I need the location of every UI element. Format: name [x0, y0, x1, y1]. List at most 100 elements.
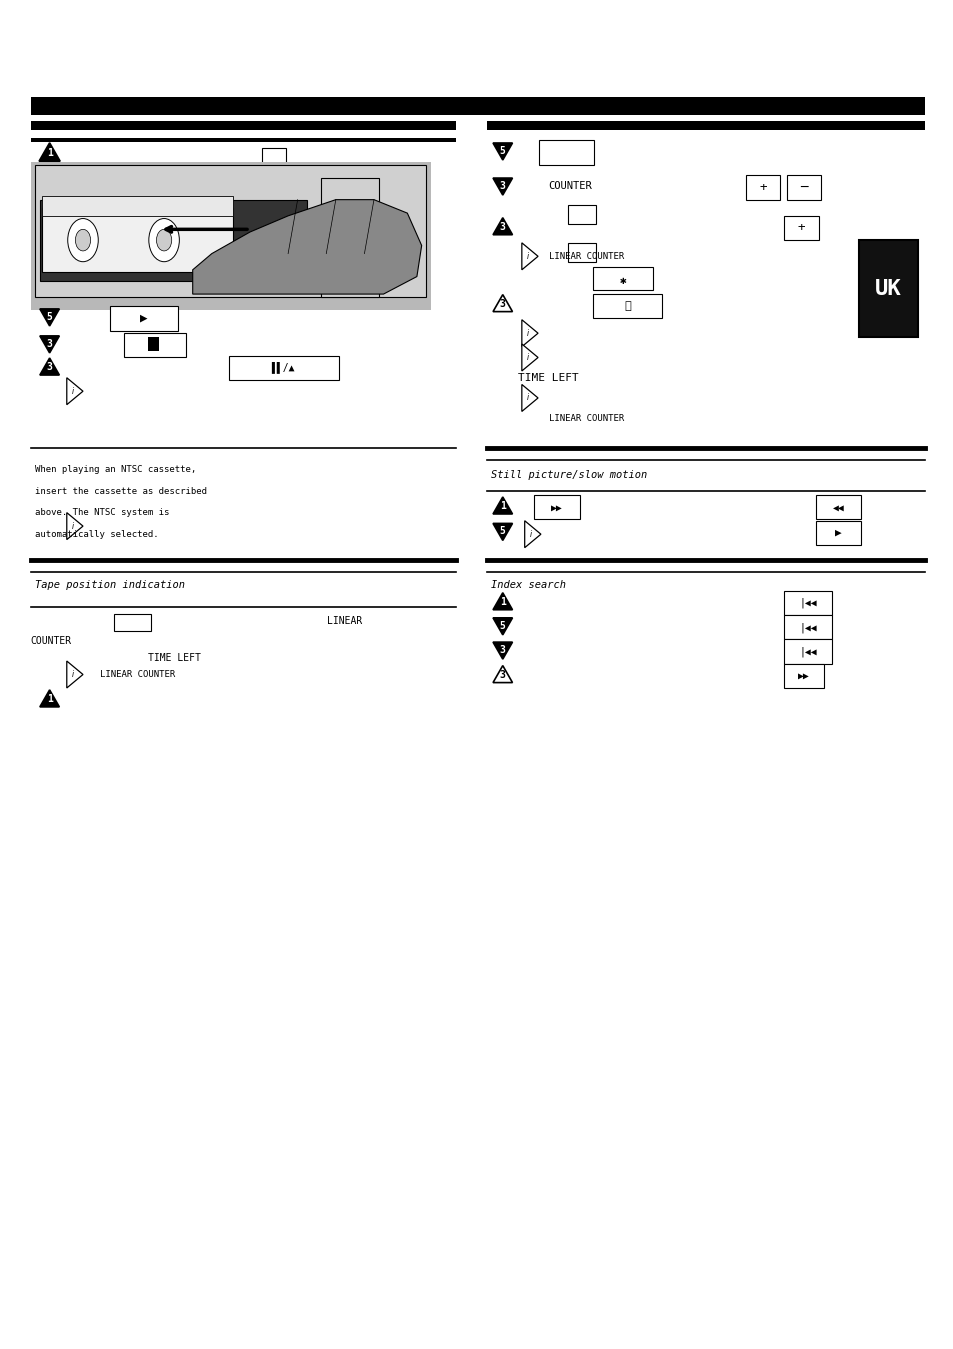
- Polygon shape: [493, 592, 512, 610]
- Text: Index search: Index search: [491, 580, 566, 591]
- Polygon shape: [67, 513, 83, 540]
- Text: i: i: [526, 329, 528, 337]
- Text: When playing an NTSC cassette,: When playing an NTSC cassette,: [35, 465, 196, 473]
- Text: 3: 3: [499, 299, 505, 309]
- Text: i: i: [526, 394, 528, 402]
- Polygon shape: [493, 294, 512, 312]
- Bar: [783, 664, 823, 688]
- Circle shape: [68, 219, 98, 262]
- Text: 1: 1: [499, 502, 505, 511]
- Bar: [124, 333, 186, 357]
- Polygon shape: [193, 200, 421, 294]
- Text: automatically selected.: automatically selected.: [35, 530, 159, 538]
- Bar: [30, 121, 456, 130]
- Text: insert the cassette as described: insert the cassette as described: [35, 487, 207, 495]
- Text: 5: 5: [499, 526, 505, 536]
- Text: i: i: [71, 522, 73, 530]
- Bar: [815, 521, 861, 545]
- Bar: [783, 216, 818, 240]
- Polygon shape: [39, 143, 60, 162]
- Text: 3: 3: [47, 363, 52, 372]
- Text: +: +: [759, 181, 766, 194]
- Text: ◀◀: ◀◀: [832, 502, 843, 513]
- Bar: [745, 175, 780, 200]
- Bar: [783, 639, 831, 664]
- Bar: [783, 591, 831, 615]
- Text: ▶: ▶: [834, 527, 841, 538]
- Bar: [114, 614, 151, 631]
- Text: 3: 3: [499, 645, 505, 654]
- Text: i: i: [71, 387, 73, 395]
- Bar: [35, 165, 426, 297]
- Text: |◀◀: |◀◀: [799, 646, 816, 657]
- Bar: [783, 615, 831, 639]
- Text: i: i: [526, 252, 528, 260]
- Text: 3: 3: [499, 181, 505, 190]
- Bar: [42, 208, 233, 272]
- Circle shape: [149, 219, 179, 262]
- Text: ᵠ: ᵠ: [623, 301, 631, 312]
- Polygon shape: [493, 642, 512, 660]
- Polygon shape: [40, 309, 59, 326]
- Bar: [534, 495, 579, 519]
- Text: 1: 1: [47, 695, 52, 704]
- Circle shape: [75, 229, 91, 251]
- Polygon shape: [493, 217, 512, 235]
- Text: TIME LEFT: TIME LEFT: [148, 653, 200, 664]
- Text: COUNTER: COUNTER: [30, 635, 71, 646]
- Text: TIME LEFT: TIME LEFT: [517, 372, 578, 383]
- Text: ▶▶: ▶▶: [798, 670, 809, 681]
- Bar: [148, 337, 159, 351]
- Bar: [567, 205, 596, 224]
- Polygon shape: [493, 523, 512, 541]
- Bar: [486, 121, 924, 130]
- Polygon shape: [40, 689, 59, 707]
- Bar: [786, 175, 821, 200]
- Bar: [30, 97, 924, 115]
- Text: Tape position indication: Tape position indication: [35, 580, 185, 591]
- Bar: [538, 140, 594, 165]
- Bar: [350, 240, 371, 283]
- Polygon shape: [67, 661, 83, 688]
- Text: 1: 1: [499, 598, 505, 607]
- Polygon shape: [493, 618, 512, 635]
- Bar: [262, 148, 286, 166]
- Bar: [30, 162, 431, 310]
- Polygon shape: [40, 357, 59, 375]
- Polygon shape: [524, 521, 540, 548]
- Text: |◀◀: |◀◀: [799, 598, 816, 608]
- Bar: [229, 356, 338, 380]
- Text: 5: 5: [499, 621, 505, 630]
- Text: +: +: [797, 221, 804, 235]
- Text: 3: 3: [499, 223, 505, 232]
- Text: ✱: ✱: [618, 275, 626, 286]
- Text: |◀◀: |◀◀: [799, 622, 816, 633]
- Bar: [42, 196, 233, 216]
- Text: 3: 3: [47, 339, 52, 348]
- Bar: [815, 495, 861, 519]
- Text: ▶: ▶: [140, 312, 148, 325]
- Polygon shape: [493, 143, 512, 161]
- Bar: [324, 240, 345, 283]
- Bar: [110, 306, 178, 331]
- Bar: [593, 267, 652, 290]
- Bar: [321, 178, 378, 297]
- Bar: [593, 294, 661, 318]
- Text: 1: 1: [47, 148, 52, 158]
- Polygon shape: [40, 336, 59, 353]
- Text: ─: ─: [800, 181, 807, 194]
- Text: LINEAR: LINEAR: [327, 615, 362, 626]
- Polygon shape: [493, 178, 512, 196]
- Polygon shape: [521, 384, 537, 411]
- Text: COUNTER: COUNTER: [548, 181, 592, 192]
- Text: above. The NTSC system is: above. The NTSC system is: [35, 509, 170, 517]
- Text: ▶▶: ▶▶: [551, 502, 562, 513]
- Text: i: i: [71, 670, 73, 679]
- Text: Still picture/slow motion: Still picture/slow motion: [491, 469, 647, 480]
- Bar: [40, 200, 307, 281]
- Polygon shape: [521, 344, 537, 371]
- Text: 5: 5: [499, 146, 505, 155]
- Text: LINEAR COUNTER: LINEAR COUNTER: [100, 670, 175, 679]
- Text: i: i: [529, 530, 531, 538]
- Text: 3: 3: [499, 670, 505, 680]
